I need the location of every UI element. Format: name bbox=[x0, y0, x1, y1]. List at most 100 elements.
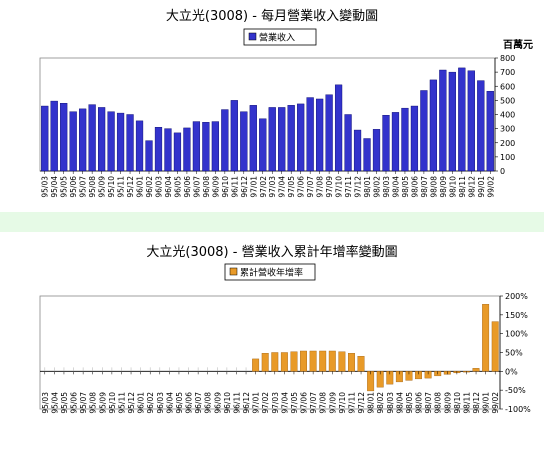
bar-99-02 bbox=[486, 90, 494, 172]
x-tick-label: 96/08 bbox=[204, 392, 213, 414]
x-tick-label: 98/02 bbox=[376, 392, 385, 414]
legend-label: 累計營收年增率 bbox=[240, 267, 303, 279]
legend-swatch bbox=[248, 32, 257, 41]
bar-97-10 bbox=[334, 84, 343, 172]
bar-96-01 bbox=[135, 120, 144, 172]
bar-98-12 bbox=[467, 70, 475, 172]
y-tick-label: 500 bbox=[500, 96, 515, 105]
bar-97-07 bbox=[306, 97, 314, 172]
bar-97-01 bbox=[249, 105, 257, 172]
x-tick-label: 95/04 bbox=[50, 392, 59, 414]
bar-97-12 bbox=[353, 129, 362, 172]
x-tick-label: 98/06 bbox=[415, 392, 424, 414]
bar-95-05 bbox=[60, 102, 68, 172]
bar-96-07 bbox=[192, 121, 201, 172]
bar-98-11 bbox=[458, 67, 466, 172]
x-tick-label: 98/07 bbox=[424, 392, 433, 414]
bar-96-05 bbox=[173, 132, 182, 172]
x-tick-label: 98/04 bbox=[395, 392, 404, 414]
x-tick-label: 97/03 bbox=[271, 392, 280, 414]
bar-97-05 bbox=[290, 351, 298, 372]
x-tick-label: 98/03 bbox=[382, 176, 391, 198]
bar-98-05 bbox=[405, 371, 413, 381]
x-tick-label: 98/05 bbox=[405, 392, 414, 414]
x-tick-label: 96/09 bbox=[211, 176, 220, 198]
legend: 累計營收年增率 bbox=[224, 263, 316, 281]
y-tick-label: 200% bbox=[505, 292, 528, 301]
revenue-chart-panel: 大立光(3008) - 每月營業收入變動圖 營業收入 百萬元 0 100 200 30… bbox=[0, 0, 544, 212]
x-tick-label: 97/02 bbox=[261, 392, 270, 414]
bar-99-02 bbox=[491, 321, 499, 372]
x-tick-label: 97/11 bbox=[344, 176, 353, 198]
x-tick-label: 98/01 bbox=[367, 392, 376, 414]
x-tick-label: 98/12 bbox=[467, 176, 476, 198]
bar-98-06 bbox=[415, 371, 422, 380]
x-tick-label: 98/07 bbox=[420, 176, 429, 198]
bar-99-01 bbox=[482, 304, 490, 372]
bar-95-07 bbox=[79, 108, 87, 172]
bar-98-04 bbox=[391, 112, 400, 172]
x-tick-label: 97/08 bbox=[319, 392, 328, 414]
legend-box bbox=[224, 263, 316, 281]
bar-97-09 bbox=[325, 94, 333, 172]
legend-box bbox=[243, 28, 317, 46]
x-tick-label: 98/04 bbox=[391, 176, 400, 198]
x-tick-label: 97/05 bbox=[287, 176, 296, 198]
x-tick-label: 95/10 bbox=[108, 392, 117, 414]
x-tick-label: 99/02 bbox=[491, 392, 500, 414]
x-tick-label: 96/04 bbox=[165, 392, 174, 414]
x-tick-label: 95/05 bbox=[60, 392, 69, 414]
bar-98-02 bbox=[372, 129, 381, 172]
bar-98-05 bbox=[401, 107, 409, 172]
x-tick-label: 95/10 bbox=[107, 176, 116, 198]
x-tick-label: 97/10 bbox=[335, 176, 344, 198]
y-tick-label: 200 bbox=[500, 139, 515, 148]
x-tick-label: 99/02 bbox=[486, 176, 495, 198]
x-tick-label: 95/12 bbox=[126, 176, 135, 198]
x-tick-label: 97/04 bbox=[280, 392, 289, 414]
x-tick-label: 98/11 bbox=[462, 392, 471, 414]
x-tick-label: 96/12 bbox=[240, 176, 249, 198]
x-tick-label: 97/02 bbox=[259, 176, 268, 198]
x-tick-label: 96/07 bbox=[194, 392, 203, 414]
bar-95-03 bbox=[41, 105, 49, 172]
x-tick-label: 97/08 bbox=[316, 176, 325, 198]
y-tick-label: 600 bbox=[500, 82, 515, 91]
x-tick-label: 95/06 bbox=[70, 392, 79, 414]
x-tick-label: 98/10 bbox=[453, 392, 462, 414]
x-tick-label: 96/01 bbox=[136, 176, 145, 198]
bar-97-02 bbox=[261, 353, 269, 372]
bar-97-06 bbox=[297, 103, 305, 172]
x-tick-label: 98/09 bbox=[439, 176, 448, 198]
x-tick-label: 96/12 bbox=[242, 392, 251, 414]
bar-96-04 bbox=[164, 128, 172, 172]
bar-98-03 bbox=[386, 371, 394, 385]
bar-96-03 bbox=[154, 127, 163, 172]
bar-97-04 bbox=[278, 107, 286, 172]
x-tick-label: 95/12 bbox=[127, 392, 136, 414]
growth-chart-panel: 大立光(3008) - 營業收入累計年增率變動圖 累計營收年增率 -100% -5… bbox=[0, 232, 544, 453]
bar-95-09 bbox=[98, 107, 106, 172]
x-tick-label: 97/07 bbox=[309, 392, 318, 414]
y-tick-label: 50% bbox=[505, 349, 523, 358]
x-tick-label: 98/05 bbox=[401, 176, 410, 198]
x-tick-label: 95/05 bbox=[60, 176, 69, 198]
x-tick-label: 96/02 bbox=[146, 392, 155, 414]
y-tick-label: 300 bbox=[500, 125, 515, 134]
y-tick-label: 150% bbox=[505, 311, 528, 320]
x-tick-label: 98/03 bbox=[386, 392, 395, 414]
x-tick-label: 95/04 bbox=[50, 176, 59, 198]
x-tick-label: 98/08 bbox=[429, 176, 438, 198]
x-tick-label: 99/01 bbox=[477, 176, 486, 198]
bar-97-03 bbox=[268, 107, 276, 172]
bar-97-09 bbox=[328, 350, 336, 372]
bar-95-06 bbox=[69, 111, 77, 172]
x-tick-label: 95/09 bbox=[98, 176, 107, 198]
bar-99-01 bbox=[477, 80, 485, 172]
bar-95-11 bbox=[116, 112, 125, 172]
y-tick-label: 0% bbox=[505, 367, 518, 376]
x-tick-label: 95/03 bbox=[41, 176, 50, 198]
bar-98-08 bbox=[429, 79, 437, 172]
x-tick-label: 96/09 bbox=[213, 392, 222, 414]
cumulative-growth-chart: 大立光(3008) - 營業收入累計年增率變動圖 累計營收年增率 -100% -5… bbox=[39, 244, 531, 414]
